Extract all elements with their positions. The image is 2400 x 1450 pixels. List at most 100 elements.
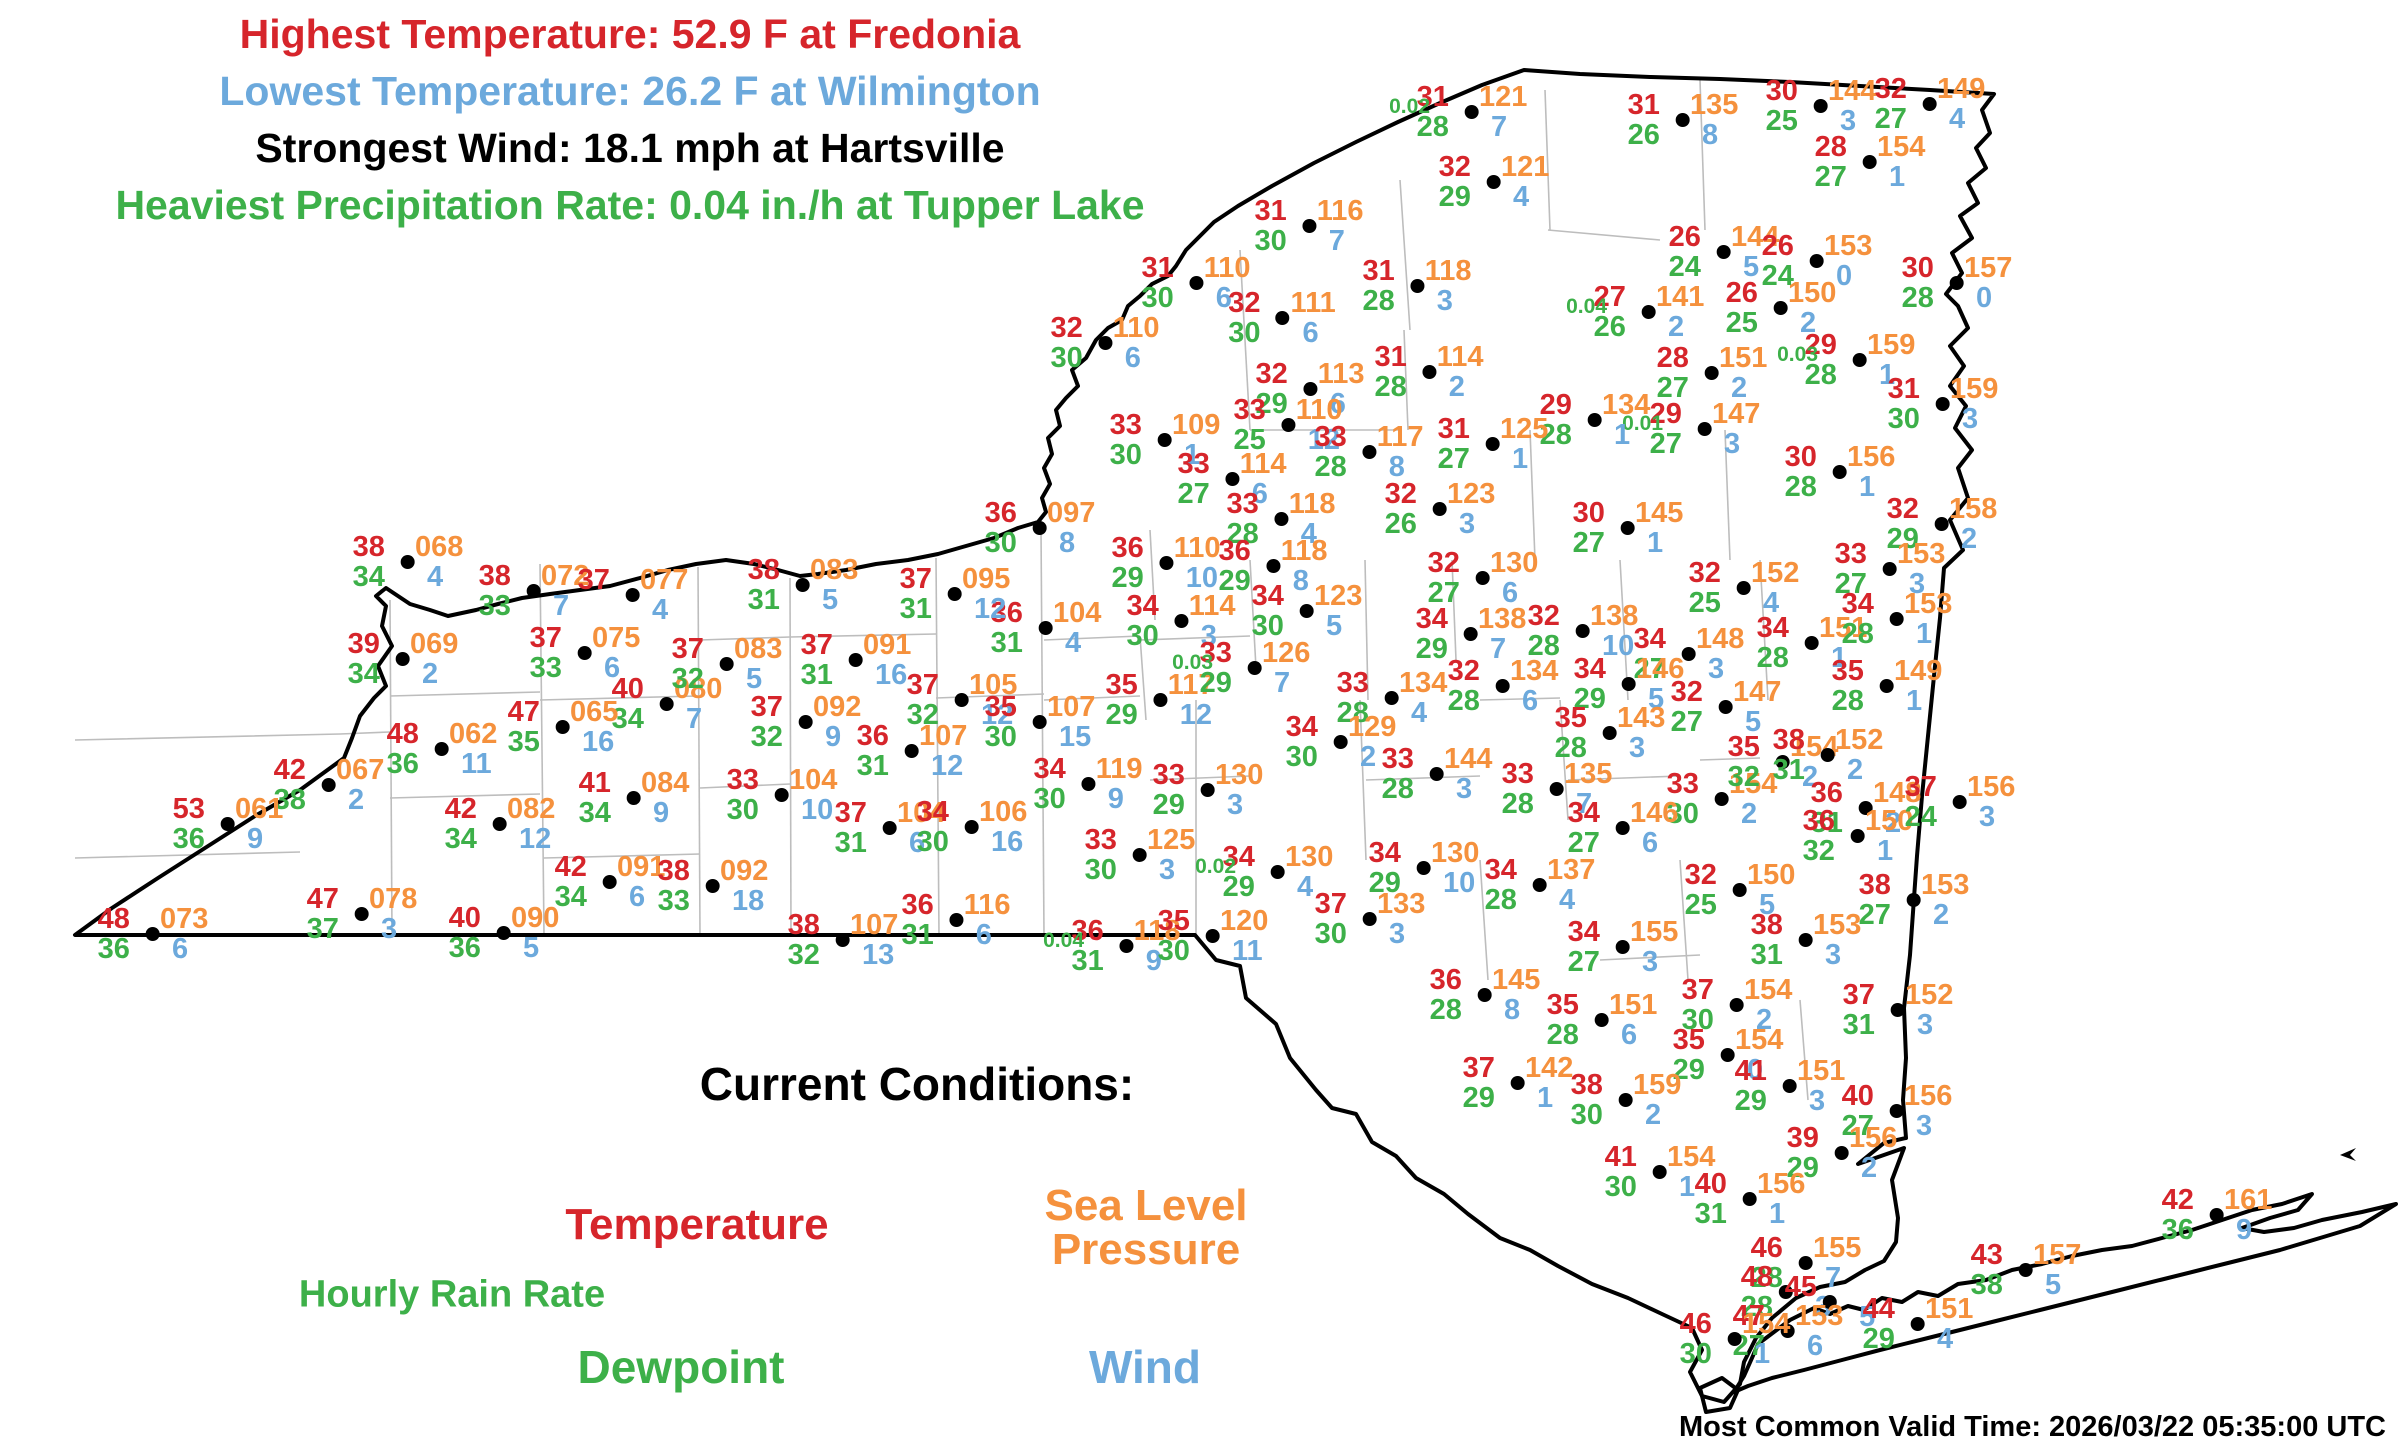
station-dewpoint: 28 — [1750, 1262, 1783, 1294]
station-dot — [497, 926, 511, 940]
station-dewpoint: 30 — [984, 721, 1017, 753]
station-temperature: 46 — [1679, 1308, 1712, 1340]
station-dewpoint: 28 — [1546, 1019, 1579, 1051]
station-dewpoint: 25 — [1688, 587, 1721, 619]
station-wind: 12 — [518, 823, 552, 855]
station-values: 36 104 31 4 — [991, 598, 1102, 658]
station-dewpoint: 32 — [1802, 835, 1835, 867]
station-pressure: 148 — [1872, 777, 1922, 809]
station-values: 37 133 30 3 — [1315, 889, 1426, 949]
station-pressure: 092 — [719, 855, 769, 887]
station-temperature: 42 — [554, 851, 587, 883]
station-values: 33 118 28 4 — [1226, 489, 1335, 549]
station-wind: 4 — [651, 594, 669, 626]
station-pressure: 078 — [368, 883, 418, 915]
station-temperature: 48 — [97, 903, 130, 935]
station-rain-rate: 0.03 — [1777, 343, 1818, 367]
station-values: 34 137 28 4 — [1485, 855, 1596, 915]
station-dot — [221, 817, 235, 831]
station-wind: 6 — [603, 652, 621, 684]
station: 32 110 30 6 — [1050, 313, 1159, 373]
station-pressure: 062 — [448, 718, 498, 750]
station-values: 39 156 29 2 — [1787, 1123, 1898, 1183]
station-pressure: 116 — [1316, 195, 1364, 227]
station-dewpoint: 30 — [1050, 342, 1083, 374]
station-wind: 11 — [1231, 935, 1263, 967]
station-pressure: 107 — [849, 909, 899, 941]
station-temperature: 48 — [1740, 1261, 1774, 1293]
station-pressure: 091 — [616, 851, 666, 883]
station-temperature: 31 — [1362, 255, 1395, 287]
station-dot — [603, 875, 617, 889]
station: 26 153 24 0 — [1762, 231, 1873, 291]
station-temperature: 37 — [800, 629, 833, 661]
station-dewpoint: 28 — [1740, 1291, 1774, 1323]
station-values: 33 154 30 2 — [1667, 769, 1778, 829]
station: 38 107 32 13 — [788, 910, 899, 970]
station-wind: 4 — [1300, 518, 1317, 550]
station-dot — [1621, 521, 1635, 535]
station: 37 083 32 5 — [672, 634, 783, 694]
station-pressure: 107 — [1046, 691, 1096, 723]
station-values: 37 091 31 16 — [801, 630, 912, 690]
station: 31 116 30 7 — [1254, 196, 1363, 256]
station-values: 40 090 36 5 — [449, 903, 560, 963]
station-dewpoint: 36 — [386, 748, 419, 780]
station-temperature: 33 — [1501, 758, 1534, 790]
station-values: 37 104 31 6 — [835, 798, 946, 858]
station: 38 153 27 2 — [1859, 870, 1970, 930]
station-dot — [146, 927, 160, 941]
station-values: 41 084 34 9 — [579, 768, 690, 828]
station-rain-rate: 0.04 — [1566, 295, 1607, 319]
station-pressure: 123 — [1313, 580, 1363, 612]
station-dot — [1486, 437, 1500, 451]
station-values: 36 110 29 10 — [1111, 533, 1220, 593]
station-dot — [1833, 465, 1847, 479]
station: 36 110 29 10 — [1111, 533, 1220, 593]
station-wind: 8 — [1701, 119, 1719, 151]
station-pressure: 073 — [159, 903, 209, 935]
station-wind: 3 — [1824, 939, 1842, 971]
station-wind: 0 — [1975, 282, 1993, 314]
station: 37 095 31 12 — [900, 564, 1011, 624]
station-dewpoint: 24 — [1761, 260, 1794, 292]
station-dot — [1033, 521, 1047, 535]
station-temperature: 31 — [1374, 341, 1407, 373]
station-dot — [1271, 865, 1285, 879]
station-dot — [1953, 795, 1967, 809]
station-dewpoint: 28 — [1374, 371, 1407, 403]
station-temperature: 45 — [1784, 1271, 1818, 1303]
station-pressure: 121 — [1500, 151, 1550, 183]
station: 0.04 36 118 31 9 — [1043, 916, 1180, 976]
station-wind: 2 — [1860, 1152, 1878, 1184]
station: 33 109 30 1 — [1110, 410, 1221, 470]
station-values: 33 153 27 3 — [1835, 539, 1946, 599]
station-values: 35 154 32 2 — [1728, 732, 1839, 792]
station-dewpoint: 38 — [1970, 1269, 2003, 1301]
station-temperature: 36 — [984, 497, 1017, 529]
station-dot — [1511, 1076, 1525, 1090]
station-values: 29 147 27 3 — [1650, 399, 1761, 459]
station: 40 090 36 5 — [449, 903, 560, 963]
station-dot — [1098, 336, 1112, 350]
station-pressure: 149 — [1893, 655, 1943, 687]
lowest-temperature-line: Lowest Temperature: 26.2 F at Wilmington — [219, 68, 1041, 114]
station: 35 120 30 11 — [1158, 906, 1269, 966]
station-dot — [527, 584, 541, 598]
station-dot — [1728, 1332, 1742, 1346]
station-dot — [1721, 1048, 1735, 1062]
station-wind: 2 — [1644, 1099, 1662, 1131]
station-temperature: 30 — [1572, 497, 1605, 529]
station: 33 135 28 7 — [1502, 759, 1613, 819]
station-pressure: 153 — [1920, 869, 1970, 901]
station: 33 134 28 4 — [1337, 668, 1448, 728]
station: 0.02 31 121 28 7 — [1389, 82, 1527, 142]
station-values: 31 118 28 3 — [1362, 256, 1471, 316]
station-values: 34 151 28 1 — [1757, 613, 1868, 673]
station-dot — [1302, 219, 1316, 233]
station-dot — [1303, 382, 1317, 396]
station-dot — [965, 820, 979, 834]
station: 34 106 30 16 — [917, 797, 1028, 857]
station-temperature: 33 — [1226, 488, 1259, 520]
